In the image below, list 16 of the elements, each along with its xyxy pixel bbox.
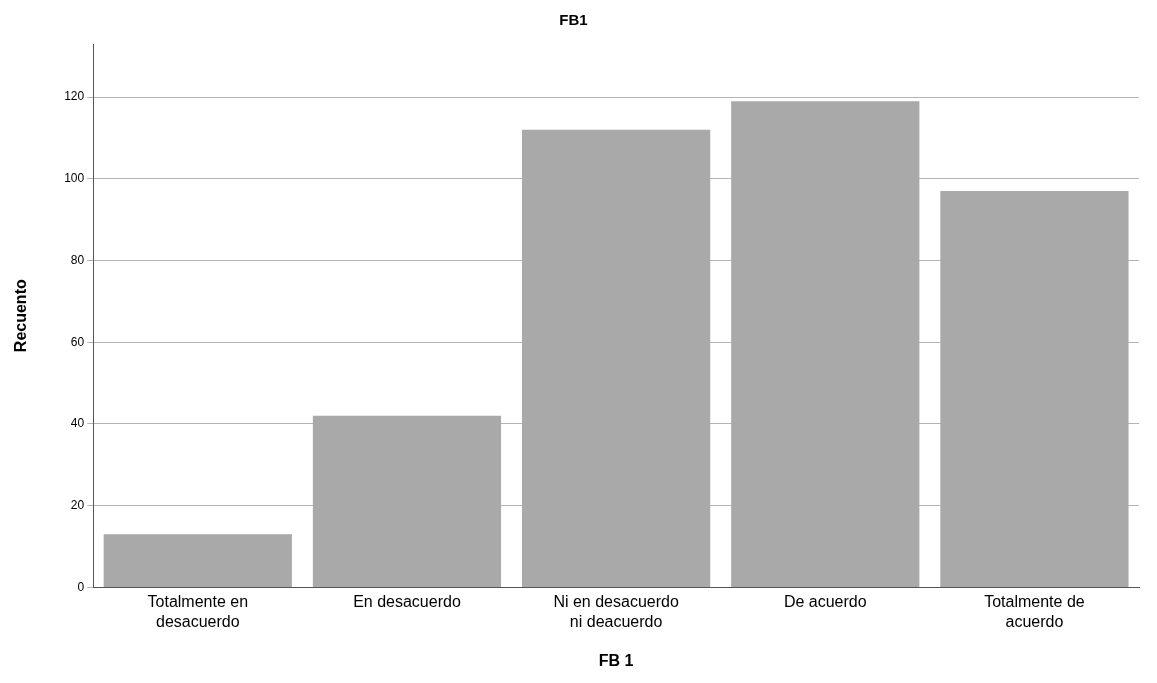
y-axis-title: Recuento [12,279,30,353]
bar [103,534,292,587]
chart-title: FB1 [559,11,588,29]
x-axis-title: FB 1 [598,651,634,669]
y-tick-label: 40 [70,416,85,431]
y-tick-label: 100 [64,171,85,186]
x-tick-label: Totalmente en desacuerdo [147,593,249,630]
y-tick-label: 20 [70,498,85,512]
x-tick-label: En desacuerdo [353,593,461,611]
y-tick-label: 120 [64,89,85,104]
y-tick-label: 0 [77,579,85,594]
x-tick-label: Totalmente de acuerdo [984,593,1085,630]
y-tick-label: 80 [70,252,85,267]
x-tick-label: De acuerdo [783,593,867,611]
x-tick-label: Ni en desacuerdo ni deacuerdo [553,593,679,630]
y-tick-label: 60 [70,334,85,349]
